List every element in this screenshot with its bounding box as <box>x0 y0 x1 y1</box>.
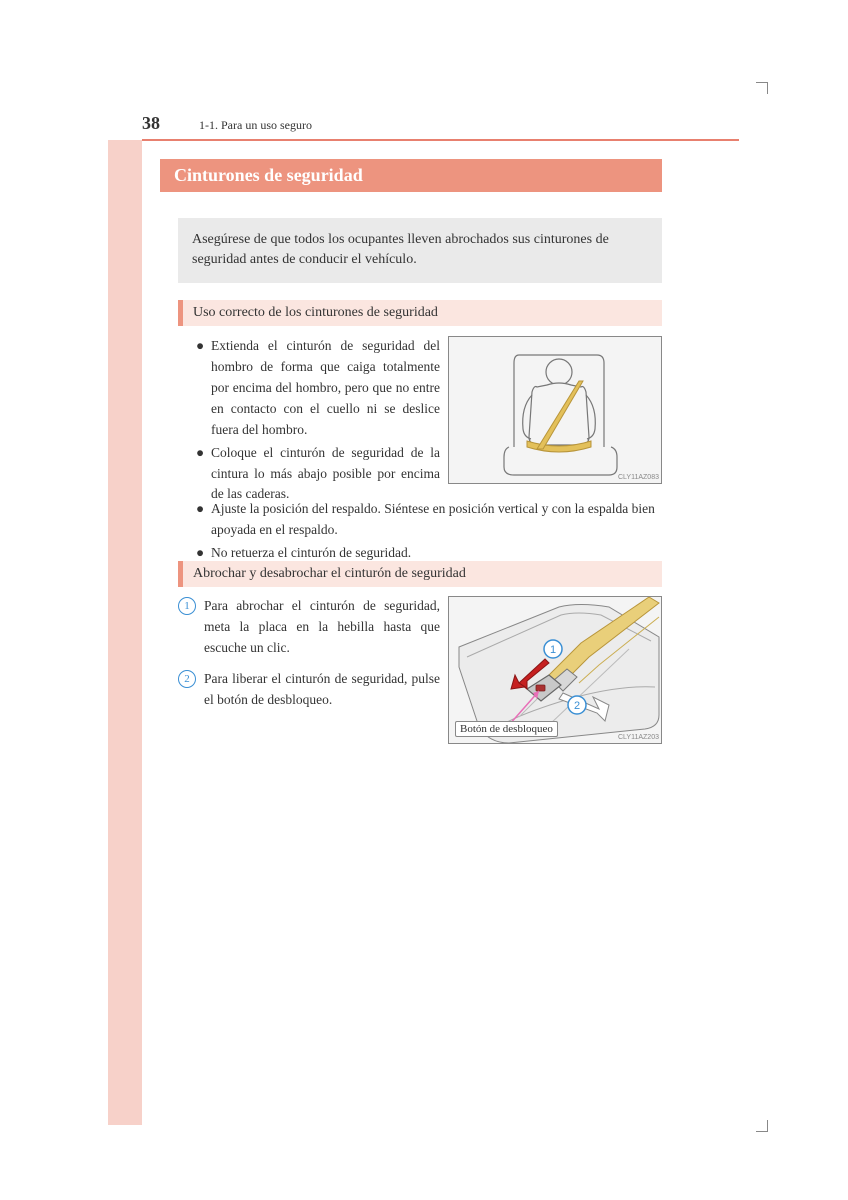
bullet-text: Coloque el cinturón de seguridad de la c… <box>211 443 440 506</box>
list-item: ● Extienda el cinturón de seguridad del … <box>196 336 440 441</box>
bullet-icon: ● <box>196 499 211 541</box>
callout-2-icon: 2 <box>568 696 586 714</box>
step-number-icon: 1 <box>178 597 196 615</box>
bullet-icon: ● <box>196 336 211 441</box>
list-item: ● Coloque el cinturón de seguridad de la… <box>196 443 440 506</box>
list-item: ● Ajuste la posición del respaldo. Siént… <box>196 499 664 541</box>
seatbelt-illustration-icon <box>449 337 662 484</box>
svg-text:1: 1 <box>550 644 556 656</box>
bullet-text: Ajuste la posición del respaldo. Siéntes… <box>211 499 664 541</box>
bullet-list-narrow: ● Extienda el cinturón de seguridad del … <box>196 336 440 507</box>
step-text: Para liberar el cinturón de seguridad, p… <box>204 669 440 711</box>
intro-callout: Asegúrese de que todos los ocupantes lle… <box>178 218 662 283</box>
list-item: 2 Para liberar el cinturón de seguridad,… <box>178 669 440 711</box>
figure-seatbelt-position: CLY11AZ083 <box>448 336 662 484</box>
manual-page: 38 1-1. Para un uso seguro Cinturones de… <box>0 0 848 1200</box>
page-title: Cinturones de seguridad <box>160 159 662 192</box>
step-text: Para abrochar el cinturón de seguridad, … <box>204 596 440 659</box>
svg-text:2: 2 <box>574 700 580 712</box>
left-margin-bar <box>108 140 142 1125</box>
bullet-icon: ● <box>196 443 211 506</box>
unlock-button-label: Botón de desbloqueo <box>455 721 558 737</box>
callout-1-icon: 1 <box>544 640 562 658</box>
header-rule <box>142 139 739 141</box>
crop-mark-icon <box>750 1114 768 1132</box>
section-breadcrumb: 1-1. Para un uso seguro <box>199 118 312 133</box>
bullet-list-wide: ● Ajuste la posición del respaldo. Siént… <box>196 499 664 566</box>
figure-code: CLY11AZ203 <box>618 734 659 741</box>
steps-list: 1 Para abrochar el cinturón de seguridad… <box>178 596 440 721</box>
crop-mark-icon <box>750 82 768 100</box>
subheading-fasten-unfasten: Abrochar y desabrochar el cinturón de se… <box>178 561 662 587</box>
page-number: 38 <box>142 113 160 134</box>
list-item: 1 Para abrochar el cinturón de seguridad… <box>178 596 440 659</box>
figure-buckle: 1 2 Botón de desbloqueo CLY11AZ203 <box>448 596 662 744</box>
figure-code: CLY11AZ083 <box>618 474 659 481</box>
bullet-text: Extienda el cinturón de seguridad del ho… <box>211 336 440 441</box>
step-number-icon: 2 <box>178 670 196 688</box>
subheading-correct-use: Uso correcto de los cinturones de seguri… <box>178 300 662 326</box>
